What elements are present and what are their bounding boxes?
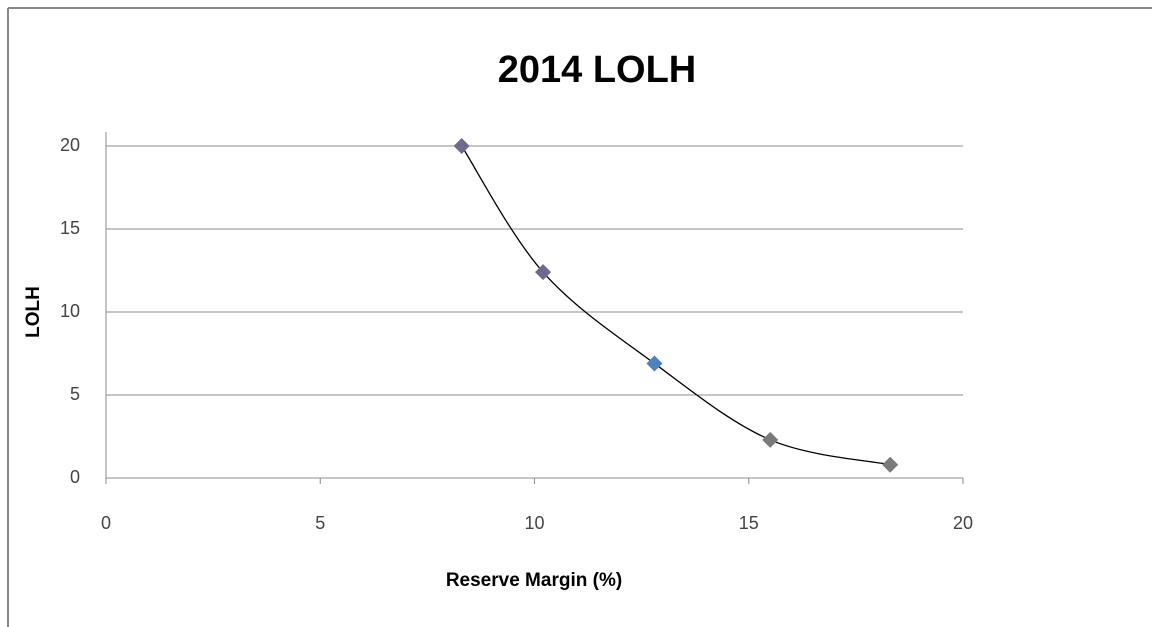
trendline xyxy=(461,145,891,466)
x-axis-label: Reserve Margin (%) xyxy=(446,570,622,591)
y-tick-label: 15 xyxy=(60,218,80,238)
data-point xyxy=(453,138,470,154)
data-point xyxy=(646,355,663,372)
y-tick-label: 0 xyxy=(70,467,80,487)
x-tick-label: 20 xyxy=(953,513,973,533)
data-point xyxy=(535,264,552,281)
y-tick-label: 5 xyxy=(70,384,80,404)
y-tick-label: 10 xyxy=(60,301,80,321)
x-tick-label: 15 xyxy=(739,513,759,533)
x-tick-label: 5 xyxy=(315,513,325,533)
data-point xyxy=(762,431,779,448)
data-point xyxy=(882,456,899,473)
y-tick-label: 20 xyxy=(60,135,80,155)
x-tick-label: 10 xyxy=(524,513,544,533)
chart-title: 2014 LOLH xyxy=(498,49,697,91)
x-tick-label: 0 xyxy=(101,513,111,533)
y-axis-label: LOLH xyxy=(23,286,44,338)
